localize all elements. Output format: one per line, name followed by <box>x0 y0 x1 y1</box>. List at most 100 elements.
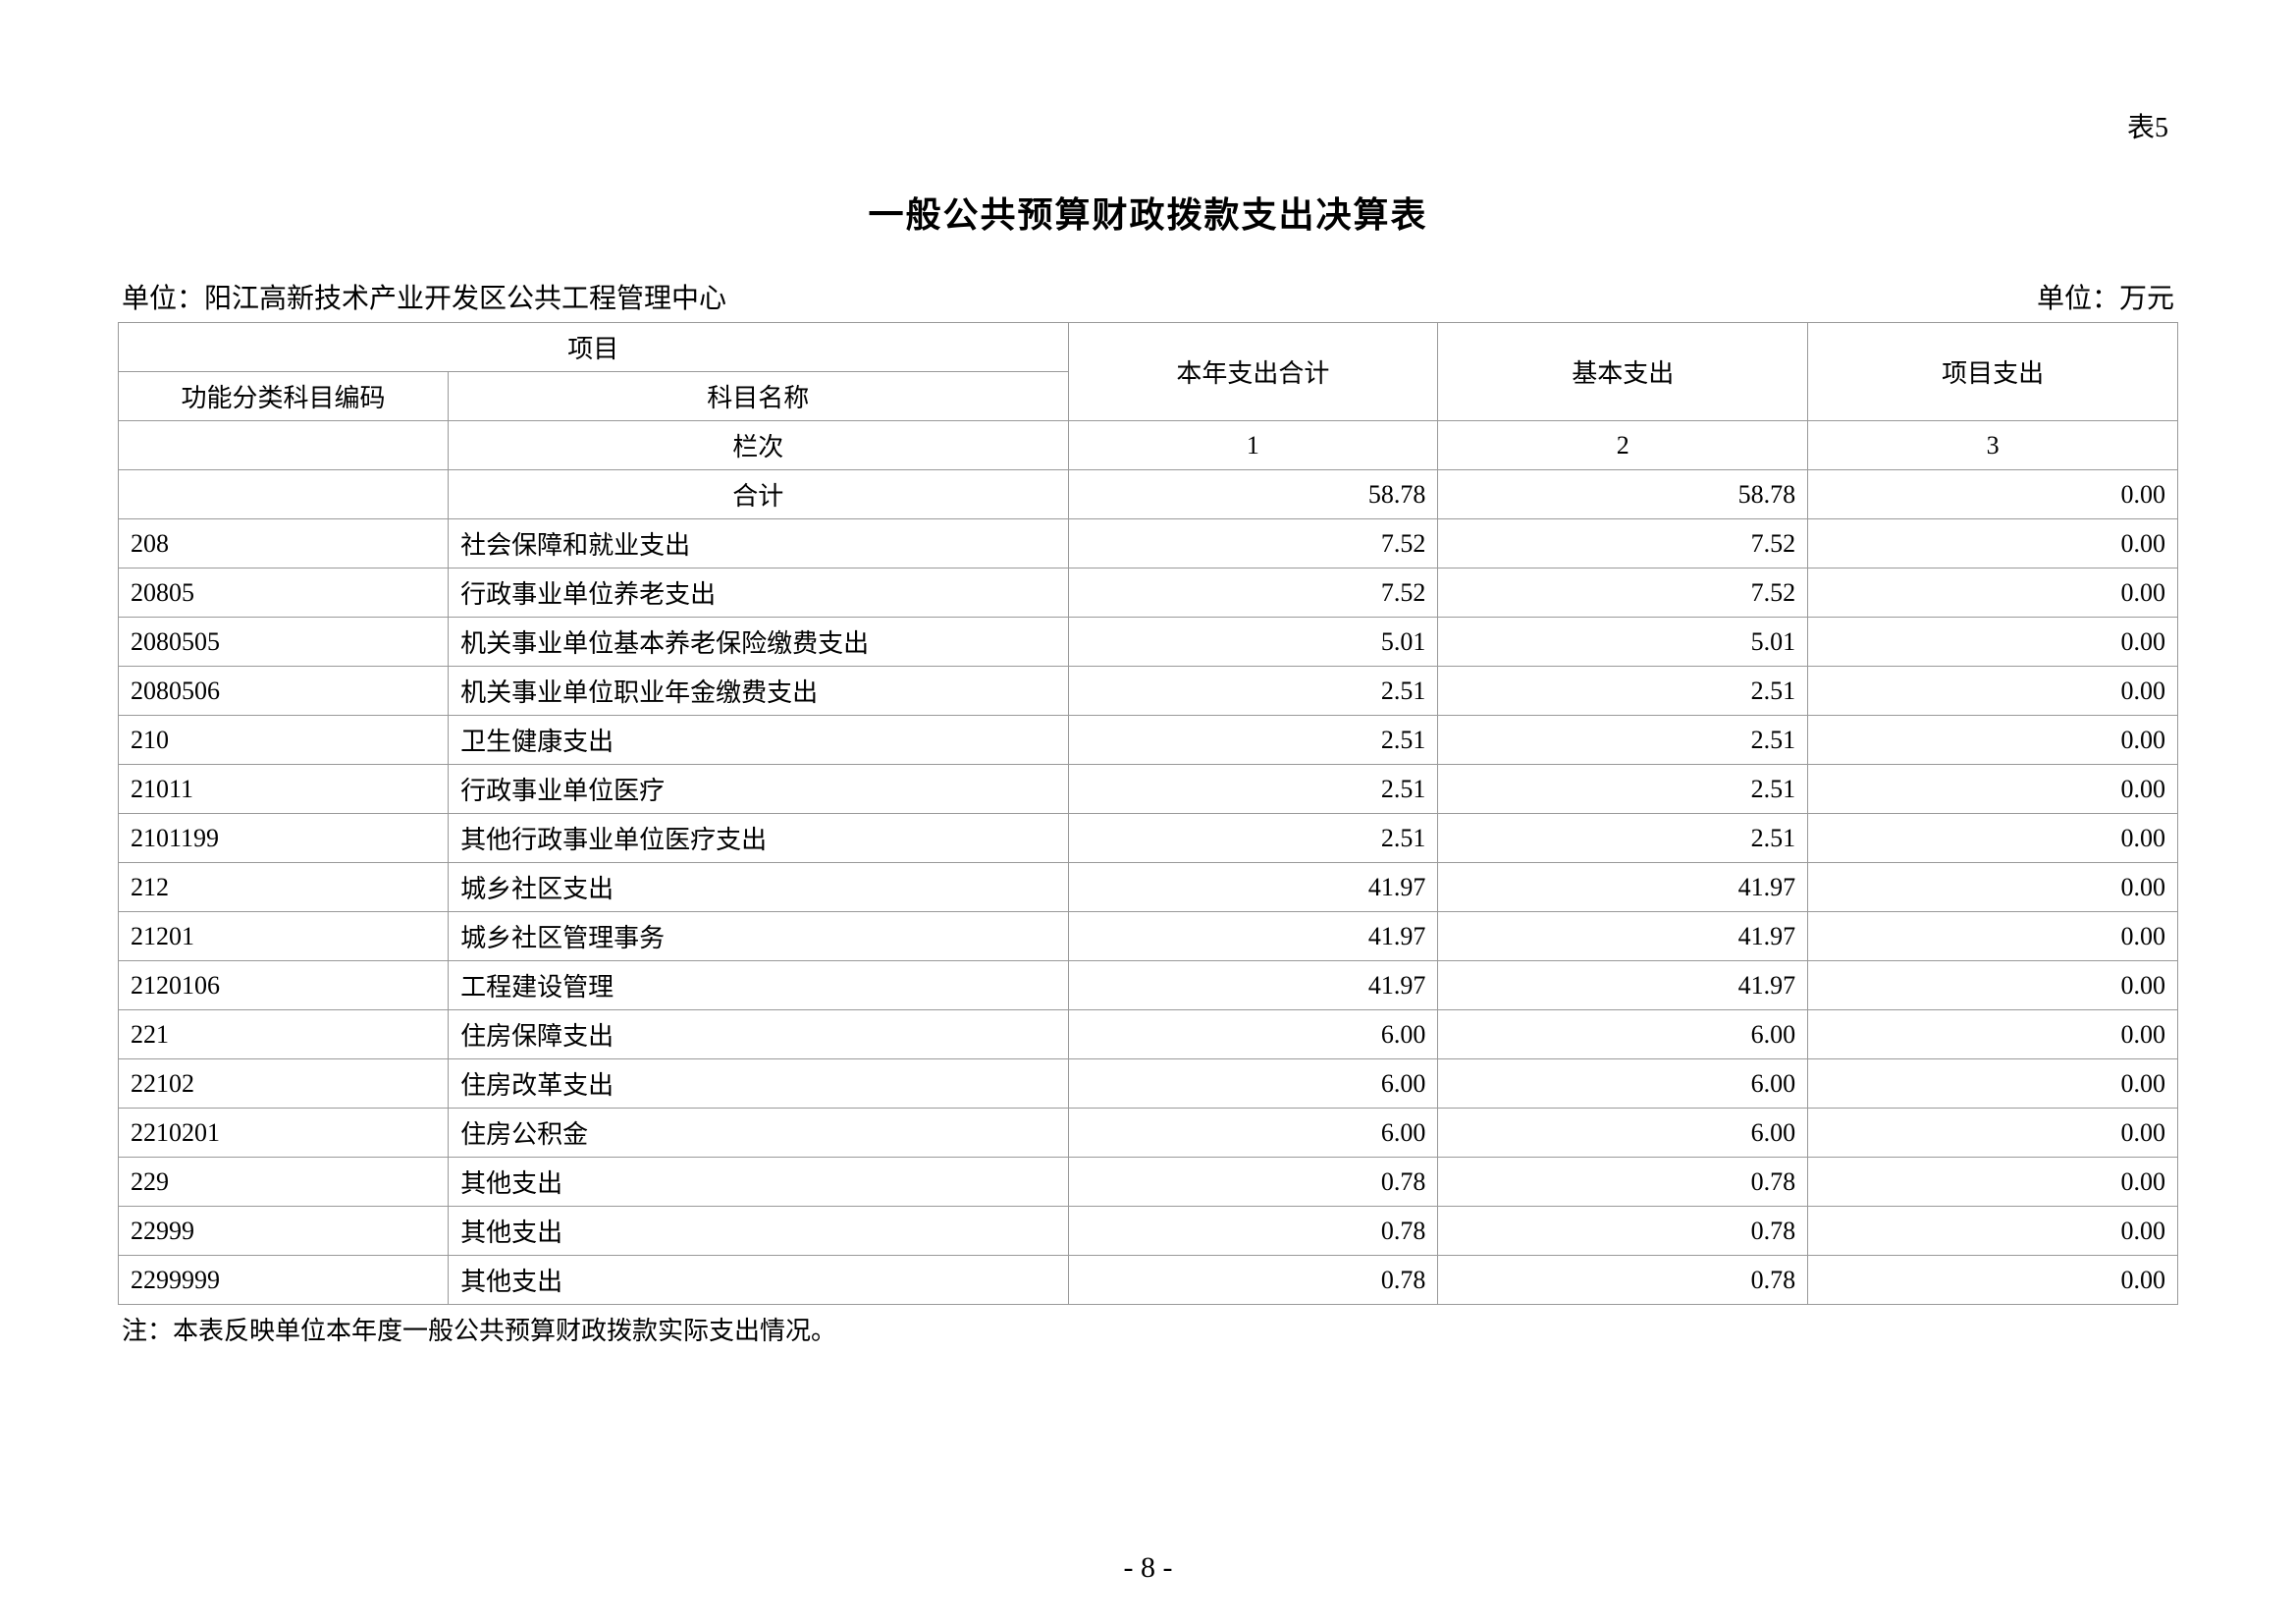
cell-name: 其他支出 <box>449 1207 1068 1256</box>
cell-v2: 0.78 <box>1438 1158 1808 1207</box>
cell-code: 229 <box>119 1158 449 1207</box>
column-number-row: 栏次 1 2 3 <box>119 421 2178 470</box>
cell-v2: 6.00 <box>1438 1109 1808 1158</box>
cell-v3: 0.00 <box>1808 568 2178 618</box>
meta-row: 单位：阳江高新技术产业开发区公共工程管理中心 单位：万元 <box>118 277 2178 316</box>
header-project-group: 项目 <box>119 323 1069 372</box>
total-v1: 58.78 <box>1068 470 1438 519</box>
cell-v1: 0.78 <box>1068 1158 1438 1207</box>
cell-v1: 2.51 <box>1068 765 1438 814</box>
cell-code: 2210201 <box>119 1109 449 1158</box>
unit-label: 单位：万元 <box>2037 277 2174 316</box>
cell-v1: 2.51 <box>1068 814 1438 863</box>
cell-v1: 7.52 <box>1068 519 1438 568</box>
cell-v3: 0.00 <box>1808 1059 2178 1109</box>
cell-name: 卫生健康支出 <box>449 716 1068 765</box>
cell-v2: 0.78 <box>1438 1256 1808 1305</box>
cell-v3: 0.00 <box>1808 961 2178 1010</box>
cell-name: 行政事业单位医疗 <box>449 765 1068 814</box>
cell-v1: 5.01 <box>1068 618 1438 667</box>
table-row: 2210201住房公积金6.006.000.00 <box>119 1109 2178 1158</box>
cell-code: 20805 <box>119 568 449 618</box>
table-row: 229其他支出0.780.780.00 <box>119 1158 2178 1207</box>
cell-name: 社会保障和就业支出 <box>449 519 1068 568</box>
cell-v3: 0.00 <box>1808 814 2178 863</box>
cell-v1: 41.97 <box>1068 863 1438 912</box>
cell-v3: 0.00 <box>1808 1010 2178 1059</box>
total-blank <box>119 470 449 519</box>
colnum-3: 3 <box>1808 421 2178 470</box>
organization-label: 单位：阳江高新技术产业开发区公共工程管理中心 <box>122 277 726 316</box>
header-col3: 项目支出 <box>1808 323 2178 421</box>
cell-code: 2080506 <box>119 667 449 716</box>
header-col2: 基本支出 <box>1438 323 1808 421</box>
cell-code: 221 <box>119 1010 449 1059</box>
table-row: 208社会保障和就业支出7.527.520.00 <box>119 519 2178 568</box>
cell-v1: 6.00 <box>1068 1010 1438 1059</box>
cell-v1: 6.00 <box>1068 1059 1438 1109</box>
cell-code: 21201 <box>119 912 449 961</box>
cell-code: 22999 <box>119 1207 449 1256</box>
page-title: 一般公共预算财政拨款支出决算表 <box>118 187 2178 238</box>
cell-name: 机关事业单位职业年金缴费支出 <box>449 667 1068 716</box>
cell-v2: 2.51 <box>1438 716 1808 765</box>
cell-v2: 0.78 <box>1438 1207 1808 1256</box>
colnum-1: 1 <box>1068 421 1438 470</box>
cell-v1: 2.51 <box>1068 716 1438 765</box>
table-row: 22102住房改革支出6.006.000.00 <box>119 1059 2178 1109</box>
cell-v3: 0.00 <box>1808 912 2178 961</box>
cell-name: 机关事业单位基本养老保险缴费支出 <box>449 618 1068 667</box>
cell-v1: 41.97 <box>1068 961 1438 1010</box>
cell-v3: 0.00 <box>1808 1256 2178 1305</box>
colnum-2: 2 <box>1438 421 1808 470</box>
cell-name: 其他支出 <box>449 1158 1068 1207</box>
cell-v2: 41.97 <box>1438 961 1808 1010</box>
cell-name: 城乡社区支出 <box>449 863 1068 912</box>
budget-table: 项目 本年支出合计 基本支出 项目支出 功能分类科目编码 科目名称 栏次 1 2… <box>118 322 2178 1305</box>
table-row: 22999其他支出0.780.780.00 <box>119 1207 2178 1256</box>
cell-v2: 41.97 <box>1438 863 1808 912</box>
cell-v1: 0.78 <box>1068 1207 1438 1256</box>
cell-code: 2080505 <box>119 618 449 667</box>
cell-code: 21011 <box>119 765 449 814</box>
header-col1: 本年支出合计 <box>1068 323 1438 421</box>
cell-name: 工程建设管理 <box>449 961 1068 1010</box>
cell-v3: 0.00 <box>1808 519 2178 568</box>
cell-v3: 0.00 <box>1808 1207 2178 1256</box>
cell-code: 2299999 <box>119 1256 449 1305</box>
column-row-label: 栏次 <box>449 421 1068 470</box>
table-row: 221住房保障支出6.006.000.00 <box>119 1010 2178 1059</box>
header-code: 功能分类科目编码 <box>119 372 449 421</box>
cell-v1: 41.97 <box>1068 912 1438 961</box>
cell-code: 210 <box>119 716 449 765</box>
table-row: 2120106工程建设管理41.9741.970.00 <box>119 961 2178 1010</box>
cell-name: 行政事业单位养老支出 <box>449 568 1068 618</box>
header-row-1: 项目 本年支出合计 基本支出 项目支出 <box>119 323 2178 372</box>
cell-v2: 5.01 <box>1438 618 1808 667</box>
cell-v3: 0.00 <box>1808 1158 2178 1207</box>
table-row: 212城乡社区支出41.9741.970.00 <box>119 863 2178 912</box>
cell-v2: 6.00 <box>1438 1010 1808 1059</box>
table-row: 2299999其他支出0.780.780.00 <box>119 1256 2178 1305</box>
cell-v2: 2.51 <box>1438 814 1808 863</box>
page-number: - 8 - <box>0 1551 2296 1585</box>
blank-cell <box>119 421 449 470</box>
footnote: 注：本表反映单位本年度一般公共预算财政拨款实际支出情况。 <box>118 1311 2178 1347</box>
cell-v1: 6.00 <box>1068 1109 1438 1158</box>
cell-v3: 0.00 <box>1808 765 2178 814</box>
cell-name: 其他行政事业单位医疗支出 <box>449 814 1068 863</box>
table-row: 2101199其他行政事业单位医疗支出2.512.510.00 <box>119 814 2178 863</box>
cell-name: 住房公积金 <box>449 1109 1068 1158</box>
cell-v3: 0.00 <box>1808 618 2178 667</box>
table-row: 21201城乡社区管理事务41.9741.970.00 <box>119 912 2178 961</box>
cell-v3: 0.00 <box>1808 716 2178 765</box>
table-row: 210卫生健康支出2.512.510.00 <box>119 716 2178 765</box>
cell-v2: 7.52 <box>1438 519 1808 568</box>
total-row: 合计 58.78 58.78 0.00 <box>119 470 2178 519</box>
cell-v2: 6.00 <box>1438 1059 1808 1109</box>
cell-v3: 0.00 <box>1808 667 2178 716</box>
cell-v2: 2.51 <box>1438 667 1808 716</box>
header-name: 科目名称 <box>449 372 1068 421</box>
cell-v1: 7.52 <box>1068 568 1438 618</box>
cell-v1: 2.51 <box>1068 667 1438 716</box>
